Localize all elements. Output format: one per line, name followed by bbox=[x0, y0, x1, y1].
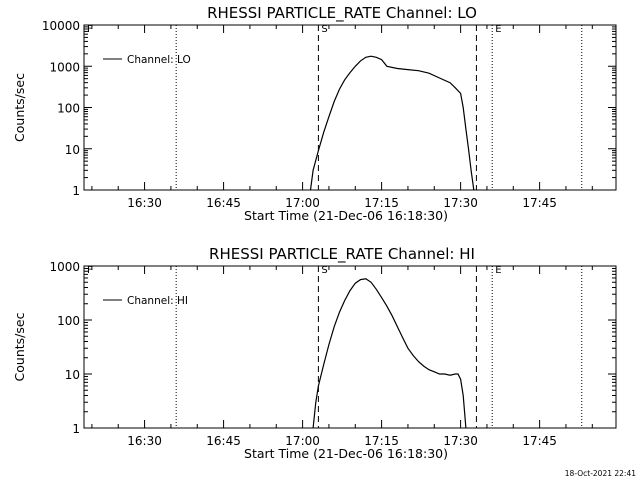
y-tick-label: 1000 bbox=[49, 260, 80, 274]
plot-frame bbox=[83, 24, 617, 191]
x-tick-label: 17:15 bbox=[364, 196, 399, 210]
x-tick-label: 17:15 bbox=[364, 434, 399, 448]
x-tick-label: 17:30 bbox=[443, 196, 478, 210]
lo-channel-panel: RHESSI PARTICLE_RATE Channel: LO Counts/s… bbox=[12, 4, 617, 223]
y-tick-label: 1000 bbox=[49, 60, 80, 74]
x-tick-label: 17:30 bbox=[443, 434, 478, 448]
y-axis-label: Counts/sec bbox=[12, 73, 27, 142]
marker-label: S bbox=[321, 24, 327, 35]
chart-title: RHESSI PARTICLE_RATE Channel: LO bbox=[207, 4, 477, 23]
y-tick-label: 10 bbox=[65, 368, 80, 382]
marker-label: F bbox=[87, 265, 93, 276]
x-axis-label: Start Time (21-Dec-06 16:18:30) bbox=[244, 208, 448, 223]
footer-timestamp: 18-Oct-2021 22:41 bbox=[565, 469, 636, 478]
legend-entry: Channel: LO bbox=[127, 54, 191, 66]
y-tick-label: 100 bbox=[57, 314, 80, 328]
x-tick-label: 17:00 bbox=[285, 196, 320, 210]
marker-label: F bbox=[87, 24, 93, 35]
x-axis-label: Start Time (21-Dec-06 16:18:30) bbox=[244, 446, 448, 461]
hi-channel-panel: RHESSI PARTICLE_RATE Channel: HI Counts/s… bbox=[12, 245, 617, 461]
x-tick-label: 16:45 bbox=[206, 196, 241, 210]
y-tick-label: 10 bbox=[65, 143, 80, 157]
marker-label: E bbox=[495, 24, 501, 35]
x-tick-label: 17:45 bbox=[522, 434, 557, 448]
plot-frame bbox=[83, 265, 617, 429]
x-tick-label: 17:45 bbox=[522, 196, 557, 210]
y-tick-label: 100 bbox=[57, 102, 80, 116]
y-axis-label: Counts/sec bbox=[12, 312, 27, 381]
y-tick-label: 1 bbox=[72, 184, 80, 198]
series-line bbox=[309, 55, 475, 191]
x-tick-label: 16:30 bbox=[127, 434, 162, 448]
x-tick-label: 16:45 bbox=[206, 434, 241, 448]
x-tick-label: 16:30 bbox=[127, 196, 162, 210]
y-tick-label: 1 bbox=[72, 422, 80, 436]
legend-entry: Channel: HI bbox=[127, 295, 188, 307]
y-tick-label: 10000 bbox=[42, 19, 80, 33]
series-line bbox=[312, 278, 467, 429]
x-tick-label: 17:00 bbox=[285, 434, 320, 448]
chart-title: RHESSI PARTICLE_RATE Channel: HI bbox=[209, 245, 475, 264]
marker-label: E bbox=[495, 265, 501, 276]
marker-label: S bbox=[321, 265, 327, 276]
